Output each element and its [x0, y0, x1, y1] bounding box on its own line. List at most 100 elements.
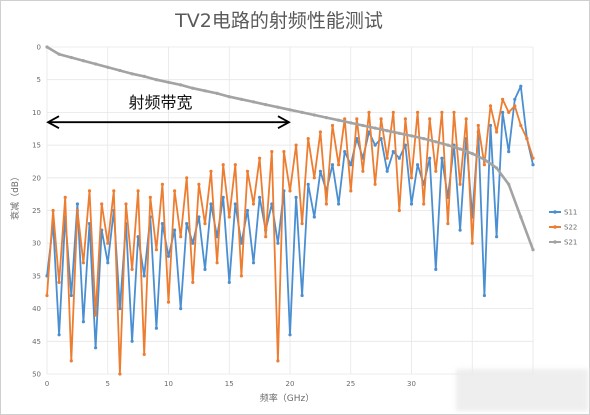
- data-point-s11: [118, 307, 122, 311]
- data-point-s22: [416, 110, 420, 114]
- data-point-s21: [45, 45, 49, 49]
- watermark-blur: [456, 369, 588, 411]
- data-point-s21: [373, 126, 377, 130]
- data-point-s11: [160, 222, 164, 226]
- legend-label-s11: S11: [564, 209, 577, 217]
- data-point-s22: [245, 169, 250, 173]
- data-point-s11: [197, 215, 201, 219]
- data-point-s21: [239, 97, 243, 101]
- chart-title: TV2电路的射频性能测试: [174, 10, 383, 32]
- data-point-s21: [434, 140, 438, 144]
- data-point-s11: [343, 150, 347, 154]
- data-point-s21: [470, 152, 474, 156]
- data-point-s21: [349, 121, 353, 125]
- data-point-s21: [191, 86, 195, 90]
- data-point-s22: [403, 117, 407, 121]
- data-point-s22: [191, 280, 195, 284]
- data-point-s11: [221, 195, 225, 199]
- data-point-s11: [379, 137, 383, 141]
- data-point-s22: [282, 150, 286, 154]
- data-point-s22: [409, 176, 414, 180]
- data-point-s22: [324, 202, 328, 206]
- data-point-s22: [215, 261, 219, 265]
- data-point-s22: [94, 313, 98, 317]
- annotation-arrowhead-right: [277, 115, 291, 130]
- data-point-s22: [63, 195, 67, 199]
- data-point-s11: [130, 339, 134, 343]
- data-point-s22: [185, 176, 189, 180]
- series-lines: [45, 45, 535, 376]
- data-point-s22: [440, 110, 444, 114]
- data-point-s11: [258, 195, 262, 199]
- gridlines: [46, 46, 534, 375]
- data-point-s22: [397, 208, 401, 213]
- y-tick-label: 10: [32, 109, 41, 117]
- data-point-s11: [57, 333, 61, 337]
- x-tick-labels: 0 5 10 15 20 25 30: [45, 380, 416, 388]
- data-point-s11: [306, 182, 310, 186]
- data-point-s11: [488, 123, 493, 128]
- data-point-s11: [209, 202, 213, 206]
- data-point-s21: [519, 215, 523, 219]
- data-point-s21: [409, 134, 414, 138]
- data-point-s22: [197, 182, 201, 186]
- x-tick-label: 0: [45, 380, 49, 388]
- data-point-s22: [306, 137, 310, 141]
- data-point-s22: [367, 110, 371, 114]
- y-tick-label: 40: [32, 305, 41, 313]
- data-point-s21: [81, 59, 85, 63]
- data-point-s22: [391, 110, 395, 114]
- annotation-label: 射频带宽: [128, 93, 192, 112]
- data-point-s11: [318, 169, 322, 173]
- data-point-s22: [458, 182, 462, 186]
- data-point-s11: [69, 293, 73, 298]
- data-point-s11: [276, 241, 280, 245]
- data-point-s22: [470, 241, 474, 245]
- data-point-s21: [264, 103, 268, 107]
- data-point-s22: [57, 280, 61, 284]
- data-point-s11: [106, 261, 110, 265]
- data-point-s21: [106, 65, 110, 69]
- data-point-s22: [160, 182, 164, 186]
- y-tick-labels: 0 5 10 15 20 25 30 35 40 45 50: [32, 44, 41, 379]
- data-point-s22: [251, 202, 256, 206]
- data-point-s11: [300, 293, 304, 298]
- y-tick-label: 25: [32, 207, 41, 215]
- data-point-s21: [57, 52, 61, 56]
- annotation-arrowhead-left: [46, 115, 60, 130]
- data-point-s21: [300, 110, 304, 114]
- bandwidth-annotation: 射频带宽: [46, 93, 291, 130]
- y-tick-label: 15: [32, 142, 41, 150]
- data-point-s22: [318, 130, 322, 134]
- data-point-s11: [191, 241, 195, 245]
- legend-label-s21: S21: [564, 239, 577, 247]
- data-point-s21: [312, 113, 316, 117]
- data-point-s11: [397, 156, 401, 160]
- data-point-s22: [525, 137, 529, 141]
- data-point-s11: [337, 202, 341, 206]
- x-tick-label: 25: [346, 380, 355, 388]
- data-point-s11: [330, 163, 335, 167]
- data-point-s22: [464, 117, 468, 121]
- data-point-s11: [349, 163, 353, 167]
- data-point-s21: [495, 166, 499, 170]
- y-axis-label: 衰减（dB）: [9, 172, 21, 220]
- data-point-s22: [337, 163, 341, 167]
- data-point-s11: [531, 163, 535, 167]
- data-point-s22: [45, 293, 49, 298]
- data-point-s11: [94, 346, 98, 350]
- y-tick-label: 20: [32, 174, 41, 182]
- legend-marker-s11: [553, 210, 557, 214]
- y-tick-label: 30: [32, 240, 41, 248]
- data-point-s22: [452, 110, 456, 114]
- data-point-s11: [203, 267, 207, 271]
- data-point-s22: [379, 117, 383, 121]
- data-point-s22: [343, 117, 347, 121]
- data-point-s21: [531, 248, 535, 252]
- data-point-s21: [154, 78, 158, 82]
- data-point-s21: [130, 72, 134, 76]
- data-point-s22: [488, 104, 493, 108]
- data-point-s11: [373, 143, 377, 147]
- x-tick-label: 30: [407, 380, 416, 388]
- data-point-s11: [245, 208, 250, 213]
